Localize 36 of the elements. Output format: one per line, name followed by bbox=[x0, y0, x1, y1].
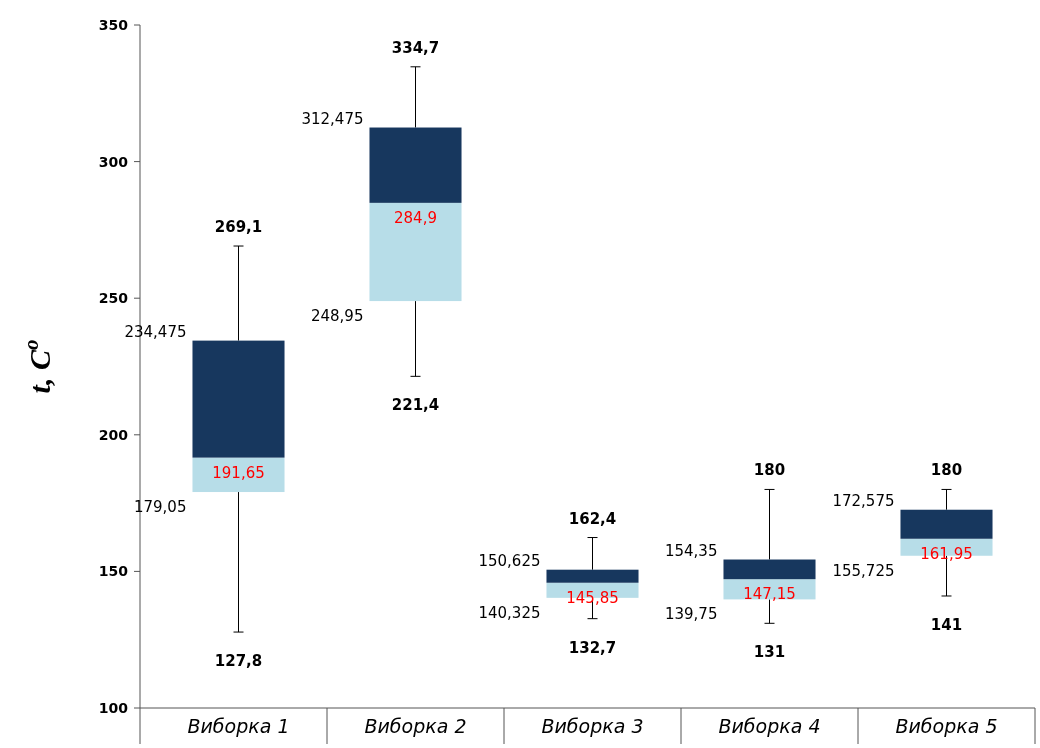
y-tick-label: 150 bbox=[98, 563, 129, 580]
annotation: 127,8 bbox=[214, 652, 263, 671]
annotation: 191,65 bbox=[212, 463, 265, 482]
x-tick-label: Виборка 1 bbox=[187, 715, 290, 737]
annotation: 147,15 bbox=[743, 585, 796, 604]
annotation: 180 bbox=[930, 461, 963, 480]
annotation: 248,95 bbox=[310, 307, 364, 326]
annotation: 180 bbox=[753, 461, 786, 480]
annotation: 141 bbox=[930, 615, 963, 634]
annotation: 161,95 bbox=[920, 544, 973, 563]
annotation: 139,75 bbox=[664, 605, 718, 624]
annotation: 162,4 bbox=[568, 509, 617, 528]
annotation: 131 bbox=[753, 643, 786, 662]
y-tick-label: 250 bbox=[98, 290, 129, 307]
annotation: 334,7 bbox=[391, 38, 440, 57]
annotation: 284,9 bbox=[394, 208, 437, 227]
x-tick-label: Виборка 4 bbox=[718, 715, 821, 737]
annotation: 154,35 bbox=[664, 541, 718, 560]
y-tick-label: 200 bbox=[98, 426, 129, 443]
annotation: 221,4 bbox=[391, 396, 440, 415]
annotation: 132,7 bbox=[568, 638, 617, 657]
annotation: 145,85 bbox=[566, 588, 619, 607]
y-tick-label: 100 bbox=[98, 700, 129, 716]
annotation: 234,475 bbox=[124, 322, 187, 341]
x-tick-label: Виборка 2 bbox=[364, 715, 467, 737]
x-tick-label: Виборка 5 bbox=[895, 715, 998, 737]
annotation: 140,325 bbox=[478, 603, 541, 622]
annotation: 312,475 bbox=[301, 109, 364, 128]
annotation: 155,725 bbox=[832, 561, 895, 580]
x-tick-label: Виборка 3 bbox=[541, 715, 644, 737]
annotation: 269,1 bbox=[214, 218, 263, 237]
y-tick-label: 300 bbox=[98, 153, 129, 170]
annotation: 150,625 bbox=[478, 551, 541, 570]
annotation: 179,05 bbox=[133, 498, 187, 517]
annotation: 172,575 bbox=[832, 491, 895, 510]
y-tick-label: 350 bbox=[98, 17, 129, 33]
